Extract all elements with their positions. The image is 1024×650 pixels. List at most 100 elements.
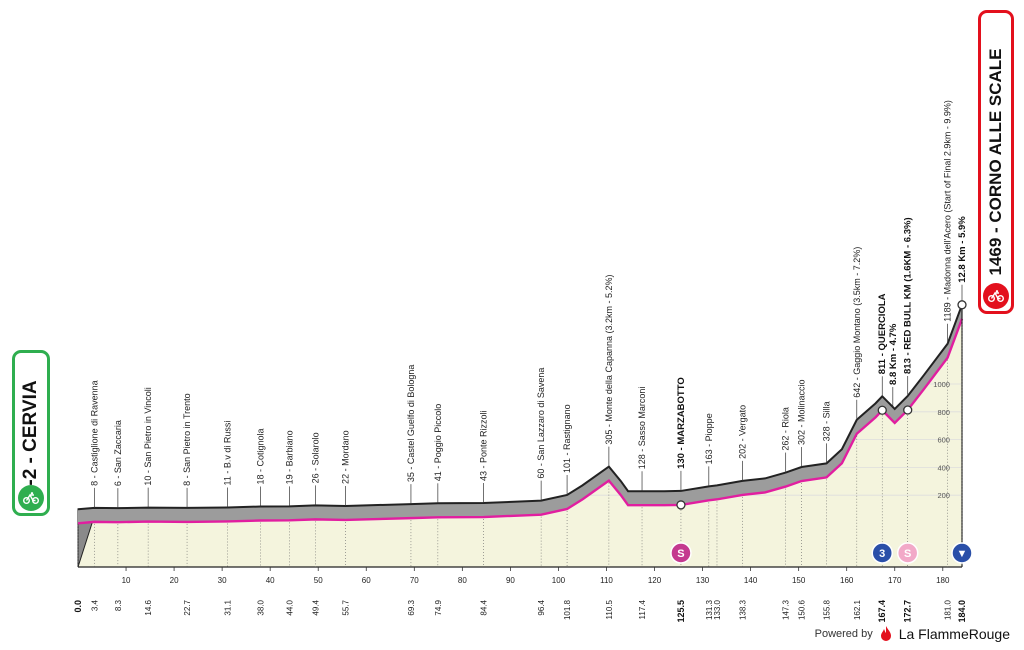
km-mark-label: 167.4: [877, 600, 887, 623]
km-mark-label: 133.0: [713, 599, 722, 620]
place-label: 262 - Riola: [781, 407, 791, 451]
brand-name: La FlammeRouge: [898, 626, 1010, 642]
km-mark-label: 14.6: [144, 599, 153, 615]
km-mark-label: 84.4: [479, 599, 488, 615]
place-label: 8 - Castiglione di Ravenna: [89, 380, 99, 486]
km-tick-label: 70: [410, 576, 419, 585]
km-tick-label: 30: [218, 576, 227, 585]
km-tick-label: 100: [552, 576, 566, 585]
km-tick-label: 50: [314, 576, 323, 585]
finish-point: [957, 300, 967, 310]
km-mark-label: 0.0: [73, 600, 83, 613]
place-label: 22 - Mordano: [341, 430, 351, 484]
km-mark-label: 55.7: [342, 599, 351, 615]
kom-cat3-marker-icon: [871, 542, 893, 564]
km-tick-label: 160: [840, 576, 854, 585]
km-mark-label: 184.0: [957, 600, 967, 623]
altitude-tick-label: 800: [937, 408, 950, 417]
flame-logo-icon: [880, 626, 891, 641]
sprint-marker-icon: [670, 542, 692, 564]
km-mark-label: 69.3: [407, 599, 416, 615]
ground-area: [78, 304, 962, 567]
km-tick-label: 60: [362, 576, 371, 585]
place-label: 6 - San Zaccaria: [113, 420, 123, 486]
finish-marker-icon: [951, 542, 973, 564]
km-mark-label: 147.3: [782, 599, 791, 620]
place-label: 60 - San Lazzaro di Savena: [536, 368, 546, 479]
km-tick-label: 80: [458, 576, 467, 585]
km-mark-label: 125.5: [676, 600, 686, 623]
finish-marker-symbol: ▼: [957, 548, 968, 560]
place-label: 305 - Monte della Capanna (3.2km - 5.2%): [604, 275, 614, 445]
km-mark-label: 138.3: [738, 599, 747, 620]
place-label: 35 - Castel Guelfo di Bologna: [406, 365, 416, 483]
km-mark-label: 3.4: [90, 599, 99, 611]
km-tick-label: 20: [170, 576, 179, 585]
km-mark-label: 172.7: [903, 600, 913, 623]
km-tick-label: 110: [600, 576, 613, 585]
sprint-marker-symbol: S: [677, 548, 684, 560]
km-mark-label: 44.0: [285, 599, 294, 615]
km-mark-label: 31.1: [223, 599, 232, 615]
km-tick-label: 150: [792, 576, 806, 585]
place-label: 8.8 Km - 4.7%: [888, 323, 899, 385]
footer: Powered by La FlammeRouge: [815, 626, 1010, 642]
place-label: 41 - Poggio Piccolo: [433, 404, 443, 482]
place-label: 26 - Solarolo: [310, 432, 320, 483]
place-label: 19 - Barbiano: [284, 430, 294, 484]
route-line: [77, 318, 964, 525]
km-tick-label: 90: [506, 576, 515, 585]
place-label: 1189 - Madonna dell'Acero (Start of Fina…: [943, 100, 953, 322]
km-mark-label: 96.4: [537, 599, 546, 615]
km-mark-label: 150.6: [798, 599, 807, 620]
km-mark-label: 131.3: [705, 599, 714, 620]
km-mark-label: 181.0: [944, 599, 953, 620]
place-label: 302 - Molinaccio: [797, 379, 807, 445]
place-label: 202 - Vergato: [737, 405, 747, 459]
route-point: [877, 405, 887, 415]
km-tick-label: 170: [888, 576, 902, 585]
km-mark-label: 8.3: [114, 599, 123, 611]
altitude-tick-label: 400: [937, 463, 950, 472]
km-tick-label: 40: [266, 576, 275, 585]
finish-label: 1469 - CORNO ALLE SCALE: [986, 48, 1005, 276]
red-bull-km-marker-symbol: S: [904, 548, 911, 560]
place-label: 8 - San Pietro in Trento: [182, 393, 192, 486]
place-label: 11 - B.v di Russi: [222, 421, 232, 486]
place-label: 43 - Ponte Rizzoli: [478, 410, 488, 481]
powered-by-label: Powered by: [814, 628, 873, 640]
place-label: 642 - Gaggio Montano (3.5km - 7.2%): [852, 247, 862, 398]
place-label: 12.8 Km - 5.9%: [957, 216, 968, 283]
km-mark-label: 49.4: [311, 599, 320, 615]
km-mark-label: 101.8: [563, 599, 572, 620]
km-mark-label: 110.5: [605, 599, 614, 619]
km-tick-label: 140: [744, 576, 758, 585]
place-label: 18 - Cotignola: [256, 428, 266, 484]
route-point: [676, 500, 686, 510]
profile-outline: [77, 304, 963, 511]
km-mark-label: 22.7: [183, 599, 192, 615]
km-tick-label: 10: [122, 576, 131, 585]
place-label: 10 - San Pietro in Vincoli: [143, 387, 153, 485]
place-label: 101 - Rastignano: [562, 404, 572, 473]
place-label: 813 - RED BULL KM (1.6KM - 6.3%): [903, 217, 914, 374]
place-label: 128 - Sasso Marconi: [637, 387, 647, 470]
bike-icon: [18, 485, 44, 511]
km-mark-label: 162.1: [853, 599, 862, 620]
red-bull-km-marker-icon: [896, 542, 919, 564]
altitude-tick-label: 200: [937, 491, 950, 500]
finish-badge: 1469 - CORNO ALLE SCALE: [978, 10, 1014, 314]
km-mark-label: 117.4: [638, 599, 647, 619]
km-mark-label: 74.9: [434, 599, 443, 615]
place-label: 328 - Silla: [822, 401, 832, 441]
start-badge: -2 - CERVIA: [12, 350, 50, 516]
place-label: 130 - MARZABOTTO: [676, 377, 687, 469]
route-point: [903, 405, 913, 415]
place-label: 811 - QUERCIOLA: [877, 293, 888, 374]
km-tick-label: 180: [936, 576, 950, 585]
km-tick-label: 120: [648, 576, 662, 585]
altitude-tick-label: 1000: [933, 380, 950, 389]
kom-cat3-marker-symbol: 3: [879, 548, 885, 560]
altitude-tick-label: 600: [937, 436, 950, 445]
